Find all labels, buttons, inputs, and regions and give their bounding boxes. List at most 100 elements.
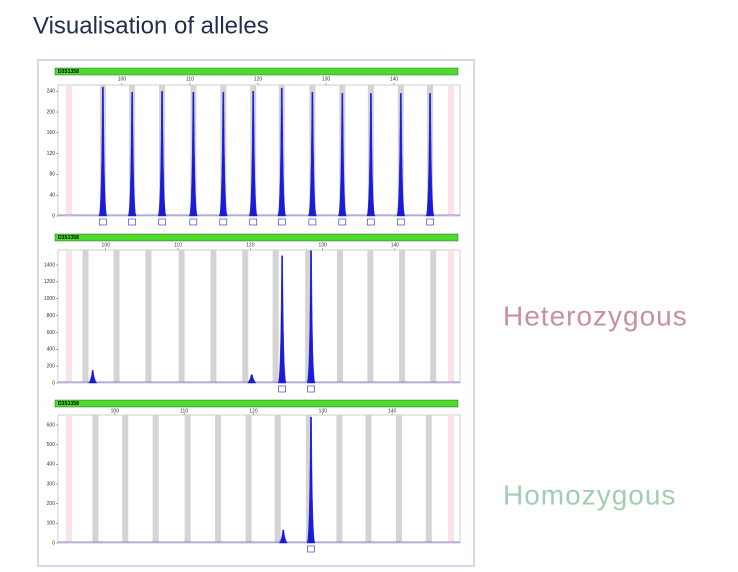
y-tick-label: 0 <box>52 380 55 386</box>
allele-box <box>397 218 405 226</box>
peak <box>396 93 406 217</box>
plot-area <box>57 84 461 217</box>
allele-bin <box>367 250 374 383</box>
peak <box>277 255 287 384</box>
y-tick-label: 80 <box>49 172 55 178</box>
marker-name: D3S1358 <box>58 235 79 241</box>
allele-box <box>338 218 347 226</box>
peak <box>306 250 316 384</box>
x-tick-label: 130 <box>322 76 331 82</box>
peak <box>306 416 316 544</box>
x-tick-label: 100 <box>118 76 127 82</box>
allele-bin <box>336 415 343 543</box>
x-tick-label: 120 <box>254 76 263 82</box>
allele-bin <box>145 250 152 383</box>
y-tick-label: 40 <box>49 193 55 199</box>
allele-bin <box>274 415 281 543</box>
allele-bin <box>92 415 99 543</box>
y-tick-label: 240 <box>47 89 56 95</box>
x-tick-label: 140 <box>388 408 397 414</box>
allele-box <box>158 218 166 226</box>
peak <box>127 92 137 217</box>
allele-box <box>367 218 375 226</box>
allele-bin <box>425 415 432 543</box>
allele-bin <box>305 250 312 383</box>
marker-name: D3S1358 <box>58 401 79 407</box>
peak <box>277 87 287 217</box>
allele-bin <box>113 250 120 383</box>
x-tick-label: 100 <box>111 408 120 414</box>
x-tick-label: 120 <box>249 408 258 414</box>
peak <box>218 92 228 217</box>
allele-bin <box>178 250 185 383</box>
y-tick-label: 800 <box>47 313 56 319</box>
y-tick-label: 500 <box>47 442 56 448</box>
allele-box <box>99 218 107 226</box>
x-tick-label: 140 <box>390 76 399 82</box>
y-tick-label: 1400 <box>44 262 55 268</box>
allele-bin <box>152 415 159 543</box>
allele-box <box>249 218 258 226</box>
plot-area <box>57 249 461 384</box>
y-tick-label: 0 <box>52 213 55 219</box>
x-tick-label: 130 <box>318 242 327 248</box>
allele-bin <box>82 250 89 383</box>
peak <box>157 91 167 217</box>
pink-band <box>448 415 454 543</box>
allele-bin <box>184 415 191 543</box>
x-tick-label: 120 <box>246 242 255 248</box>
allele-bin <box>396 415 403 543</box>
slide-title: Visualisation of alleles <box>33 12 269 39</box>
allele-bin <box>399 250 406 383</box>
pink-band <box>448 85 454 216</box>
y-tick-label: 400 <box>47 462 56 468</box>
y-tick-label: 1200 <box>44 279 55 285</box>
allele-bin <box>365 415 372 543</box>
pink-band <box>66 415 72 543</box>
y-tick-label: 300 <box>47 481 56 487</box>
allele-box <box>426 218 434 226</box>
allele-bin <box>336 250 343 383</box>
allele-box <box>277 218 286 226</box>
marker-bar <box>54 399 459 408</box>
allele-box <box>307 385 315 393</box>
y-tick-label: 200 <box>47 109 56 115</box>
x-tick-label: 140 <box>391 242 400 248</box>
peak <box>337 93 347 217</box>
allele-bin <box>430 250 437 383</box>
y-tick-label: 200 <box>47 501 56 507</box>
y-tick-label: 200 <box>47 363 56 369</box>
x-tick-label: 110 <box>174 242 182 248</box>
y-tick-label: 100 <box>47 521 56 527</box>
marker-bar <box>54 233 459 242</box>
allele-box <box>189 218 198 226</box>
allele-bin <box>122 415 129 543</box>
peak <box>248 91 258 217</box>
x-tick-label: 110 <box>180 408 188 414</box>
peak <box>247 374 257 384</box>
y-tick-label: 1000 <box>44 296 55 302</box>
peak <box>425 93 435 217</box>
allele-bin <box>210 250 217 383</box>
allele-bin <box>242 250 249 383</box>
y-tick-label: 600 <box>47 330 56 336</box>
marker-bar <box>54 67 459 76</box>
heterozygous-label: Heterozygous <box>503 300 688 331</box>
peak <box>88 370 98 384</box>
y-tick-label: 160 <box>47 130 56 136</box>
allele-bin <box>305 415 312 543</box>
peak <box>188 92 198 217</box>
x-tick-label: 100 <box>102 242 111 248</box>
allele-bin <box>245 415 252 543</box>
homozygous-label: Homozygous <box>503 479 676 510</box>
pink-band <box>66 85 72 216</box>
y-tick-label: 400 <box>47 347 56 353</box>
allele-box <box>219 218 228 226</box>
pink-band <box>448 250 454 383</box>
x-tick-label: 110 <box>186 76 194 82</box>
allele-bin <box>272 250 279 383</box>
allele-box <box>308 218 317 226</box>
peak <box>278 529 288 544</box>
x-tick-label: 130 <box>319 408 328 414</box>
